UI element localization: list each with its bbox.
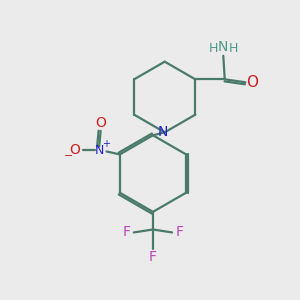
Text: F: F	[149, 250, 157, 265]
Text: F: F	[176, 225, 183, 239]
Text: +: +	[102, 139, 110, 149]
Text: N: N	[94, 143, 104, 157]
Text: −: −	[64, 152, 74, 161]
Text: O: O	[95, 116, 106, 130]
Text: F: F	[122, 225, 130, 239]
Text: N: N	[158, 125, 168, 139]
Text: H: H	[229, 42, 238, 55]
Text: O: O	[69, 143, 80, 157]
Text: N: N	[218, 40, 229, 54]
Text: H: H	[208, 42, 218, 55]
Text: O: O	[246, 75, 258, 90]
